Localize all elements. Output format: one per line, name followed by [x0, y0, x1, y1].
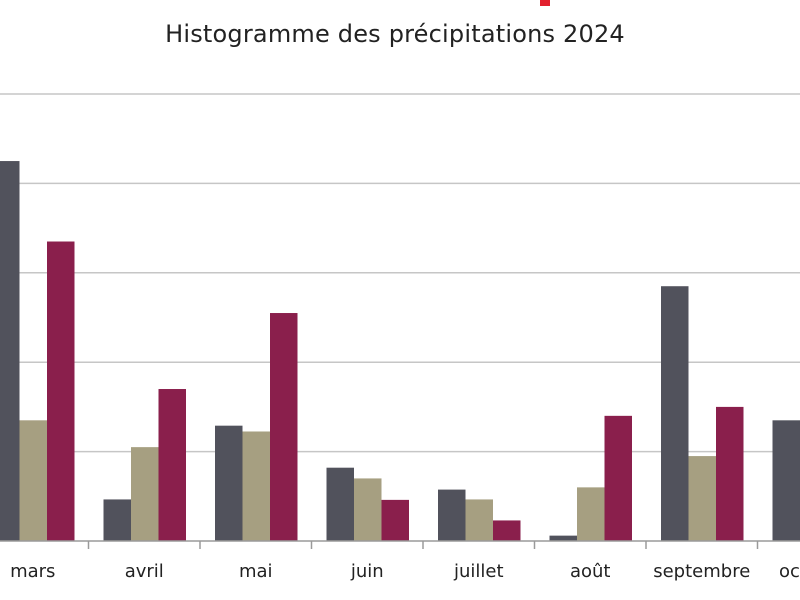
bar-septembre-series-3 — [716, 406, 744, 541]
bar-mars-series-1 — [0, 161, 20, 542]
bar-juillet-series-1 — [438, 489, 466, 541]
bar-septembre-series-1 — [661, 286, 689, 541]
accent-mark — [540, 0, 550, 6]
x-tick-label-octobre: octobre — [779, 561, 800, 582]
bar-juin-series-2 — [354, 478, 382, 541]
bar-mai-series-3 — [270, 313, 298, 541]
x-tick-label-juin: juin — [350, 561, 384, 582]
bar-juin-series-3 — [381, 499, 409, 541]
bar-mai-series-1 — [215, 425, 243, 541]
chart-title: Histogramme des précipitations 2024 — [165, 20, 625, 48]
bar-août-series-3 — [604, 415, 632, 541]
bar-avril-series-3 — [158, 389, 186, 541]
bar-octobre-series-1 — [772, 420, 800, 541]
x-tick-label-avril: avril — [125, 561, 164, 582]
x-tick-label-mars: mars — [10, 561, 55, 582]
bar-août-series-2 — [577, 487, 605, 541]
bar-avril-series-1 — [103, 499, 131, 541]
bar-avril-series-2 — [131, 447, 159, 541]
bar-mars-series-2 — [19, 420, 47, 541]
bar-septembre-series-2 — [688, 456, 716, 541]
bar-mai-series-2 — [242, 431, 270, 541]
bar-juillet-series-2 — [465, 499, 493, 541]
bar-mars-series-3 — [47, 241, 75, 541]
bar-juin-series-1 — [326, 467, 354, 541]
x-tick-label-mai: mai — [239, 561, 273, 582]
bar-juillet-series-3 — [493, 520, 521, 541]
x-tick-label-juillet: juillet — [453, 561, 504, 582]
bar-août-series-1 — [549, 535, 577, 541]
x-tick-label-août: août — [570, 561, 611, 582]
x-tick-label-septembre: septembre — [653, 561, 750, 582]
